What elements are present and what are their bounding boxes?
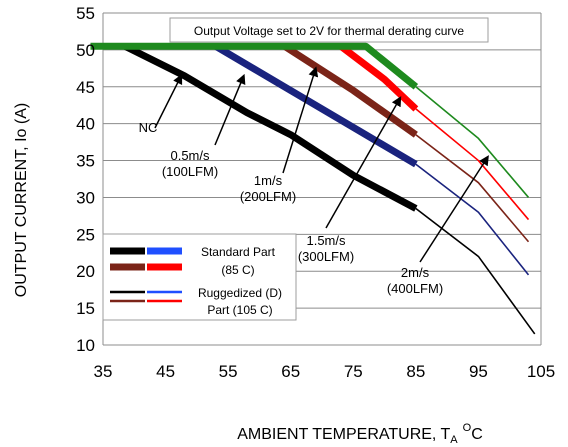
y-tick-55: 55 <box>76 4 95 23</box>
y-tick-45: 45 <box>76 78 95 97</box>
y-tick-30: 30 <box>76 188 95 207</box>
annotation-label-3-1: (300LFM) <box>298 249 354 264</box>
series-0 <box>123 43 536 335</box>
series-0-ruggedized-line <box>415 207 536 335</box>
x-axis-label: AMBIENT TEMPERATURE, TAOC <box>237 422 483 446</box>
annotations: NC0.5m/s(100LFM)1m/s(200LFM)1.5m/s(300LF… <box>139 66 489 296</box>
note-text: Output Voltage set to 2V for thermal der… <box>194 24 464 38</box>
series-0-standard-line <box>123 43 418 212</box>
x-tick-55: 55 <box>219 362 238 381</box>
x-axis-label-unit: C <box>471 426 483 443</box>
series-4 <box>90 42 530 198</box>
annotation-label-4-0: 2m/s <box>401 265 430 280</box>
annotation-arrow-0 <box>154 73 183 129</box>
note-box: Output Voltage set to 2V for thermal der… <box>169 17 489 43</box>
annotation-label-1-1: (100LFM) <box>162 164 218 179</box>
note-box-frame <box>169 17 489 43</box>
annotation-4: 2m/s(400LFM) <box>387 155 489 296</box>
series-2 <box>282 43 530 243</box>
y-tick-35: 35 <box>76 152 95 171</box>
x-tick-85: 85 <box>406 362 425 381</box>
y-tick-40: 40 <box>76 115 95 134</box>
y-tick-10: 10 <box>76 336 95 355</box>
x-axis-label-main: AMBIENT TEMPERATURE, T <box>237 426 450 443</box>
annotation-arrow-3 <box>325 96 402 229</box>
annotation-arrow-1 <box>214 73 246 146</box>
x-tick-105: 105 <box>527 362 555 381</box>
y-tick-25: 25 <box>76 225 95 244</box>
x-axis-label-subscript: A <box>450 434 458 446</box>
annotation-arrow-2 <box>282 66 319 174</box>
annotation-0: NC <box>139 73 183 135</box>
legend-label-rugged-line2: Part (105 C) <box>207 303 272 317</box>
annotation-label-2-1: (200LFM) <box>240 189 296 204</box>
series-2-standard-line <box>282 43 418 138</box>
annotation-2: 1m/s(200LFM) <box>240 66 319 204</box>
y-tick-20: 20 <box>76 262 95 281</box>
legend-label-standard-line2: (85 C) <box>221 263 254 277</box>
annotation-label-0-0: NC <box>139 120 158 135</box>
x-tick-45: 45 <box>156 362 175 381</box>
x-tick-65: 65 <box>281 362 300 381</box>
annotation-label-1-0: 0.5m/s <box>170 148 210 163</box>
annotation-arrow-4 <box>419 155 489 263</box>
x-tick-35: 35 <box>94 362 113 381</box>
series-1-ruggedized-line <box>415 163 530 276</box>
series-4-standard-line <box>90 42 419 90</box>
annotation-label-4-1: (400LFM) <box>387 281 443 296</box>
series-2-ruggedized-line <box>415 134 530 243</box>
series-lines <box>90 42 536 335</box>
series-3 <box>338 43 530 221</box>
y-tick-15: 15 <box>76 299 95 318</box>
series-3-ruggedized-line <box>415 108 530 221</box>
y-axis-label: OUTPUT CURRENT, Io (A) <box>13 103 30 297</box>
annotation-1: 0.5m/s(100LFM) <box>162 73 246 179</box>
annotation-3: 1.5m/s(300LFM) <box>298 96 402 264</box>
series-1 <box>213 43 530 276</box>
y-tick-50: 50 <box>76 41 95 60</box>
series-1-standard-line <box>213 43 418 168</box>
legend-label-standard-line1: Standard Part <box>201 245 276 259</box>
x-axis-label-degree: O <box>463 422 472 434</box>
series-3-standard-line <box>338 43 419 112</box>
series-4-ruggedized-line <box>415 86 530 198</box>
annotation-label-3-0: 1.5m/s <box>306 233 346 248</box>
legend-label-rugged-line1: Ruggedized (D) <box>198 286 282 300</box>
annotation-label-2-0: 1m/s <box>254 173 283 188</box>
legend: Standard Part (85 C) Ruggedized (D) Part… <box>102 233 297 321</box>
tick-labels: 10 15 20 25 30 35 40 45 50 55 35 45 55 65 75 85 95 105 <box>76 4 555 381</box>
x-tick-75: 75 <box>344 362 363 381</box>
x-tick-95: 95 <box>469 362 488 381</box>
